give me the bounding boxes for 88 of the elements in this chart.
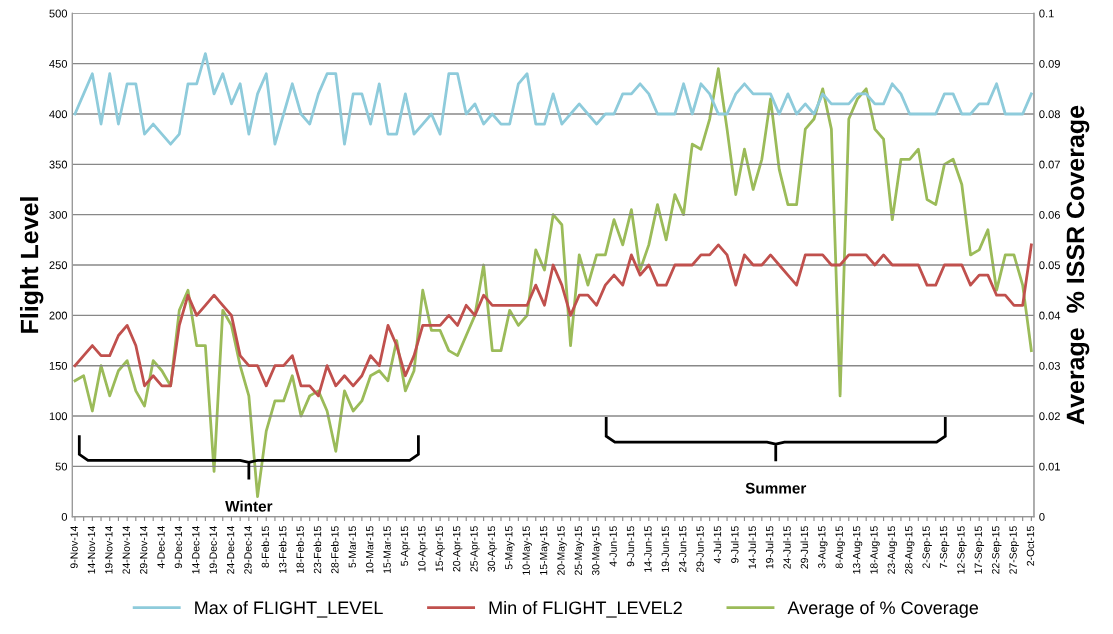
x-tick-label: 10-May-15 — [522, 526, 532, 575]
x-tick-label: 25-May-15 — [574, 526, 585, 575]
y-tick-label: 100 — [49, 412, 68, 421]
y2-tick-label: 0.1 — [1039, 9, 1054, 18]
x-tick-label: 29-Jul-15 — [800, 526, 809, 569]
x-tick-label: 8-Aug-15 — [835, 526, 845, 569]
y-tick-label: 150 — [49, 361, 68, 370]
x-tick-label: 13-Aug-15 — [852, 526, 863, 574]
x-tick-label: 9-Jul-15 — [730, 526, 739, 563]
x-tick-label: 30-May-15 — [592, 526, 602, 576]
x-tick-label: 19-Jul-15 — [765, 526, 774, 569]
x-tick-label: 25-Apr-15 — [470, 526, 480, 572]
x-tick-label: 24-Dec-14 — [226, 526, 235, 574]
y2-tick-label: 0.03 — [1039, 361, 1060, 370]
x-tick-label: 30-Apr-15 — [487, 526, 498, 572]
x-tick-label: 3-Aug-15 — [818, 526, 828, 569]
legend-label: Max of FLIGHT_LEVEL — [195, 600, 383, 618]
y-tick-label: 300 — [49, 210, 68, 219]
y-tick-label: 250 — [49, 261, 68, 270]
y2-tick-label: 0.08 — [1039, 110, 1060, 119]
x-tick-label: 18-Aug-15 — [870, 526, 880, 574]
x-tick-label: 22-Sep-15 — [992, 526, 1002, 574]
x-tick-label: 19-Jun-15 — [661, 526, 669, 572]
annotation: Summer — [745, 482, 807, 494]
y-axis-title: Flight Level — [19, 197, 44, 333]
y-tick-label: 50 — [55, 462, 68, 471]
x-tick-label: 19-Dec-14 — [209, 526, 217, 574]
y2-tick-label: 0.02 — [1039, 412, 1060, 421]
x-tick-label: 9-Dec-14 — [174, 526, 183, 569]
x-tick-label: 14-Jun-15 — [644, 526, 652, 572]
x-tick-label: 24-Jun-15 — [679, 526, 687, 573]
y-tick-label: 0 — [61, 512, 68, 521]
y2-tick-label: 0.05 — [1039, 261, 1060, 270]
x-tick-label: 18-Feb-15 — [296, 526, 304, 573]
y-tick-label: 500 — [49, 9, 68, 18]
x-tick-label: 9-Jun-15 — [626, 526, 635, 567]
line-series — [73, 52, 1033, 146]
y2-tick-label: 0.07 — [1039, 160, 1060, 169]
x-tick-label: 5-May-15 — [505, 526, 515, 570]
x-tick-label: 4-Dec-14 — [157, 526, 165, 569]
x-tick-label: 5-Mar-15 — [348, 526, 356, 568]
x-tick-label: 4-Jun-15 — [609, 526, 617, 567]
x-tick-label: 23-Aug-15 — [887, 526, 898, 574]
x-tick-label: 17-Sep-15 — [974, 526, 985, 574]
x-tick-label: 5-Apr-15 — [400, 526, 411, 566]
x-tick-label: 24-Jul-15 — [783, 526, 791, 569]
x-tick-label: 10-Apr-15 — [418, 526, 428, 572]
x-tick-label: 19-Nov-14 — [105, 526, 113, 574]
x-tick-label: 29-Nov-14 — [139, 526, 148, 574]
y-tick-label: 400 — [49, 110, 68, 119]
legend-label: Min of FLIGHT_LEVEL2 — [489, 600, 682, 618]
x-tick-label: 13-Feb-15 — [278, 526, 287, 573]
x-tick-label: 12-Sep-15 — [957, 526, 967, 574]
x-tick-label: 7-Sep-15 — [939, 526, 950, 569]
x-tick-label: 15-Mar-15 — [383, 526, 391, 573]
x-tick-label: 29-Jun-15 — [696, 526, 704, 573]
annotation: Winter — [225, 500, 273, 512]
y-tick-label: 200 — [49, 311, 68, 320]
x-tick-label: 23-Feb-15 — [313, 526, 322, 574]
y2-tick-label: 0.01 — [1039, 462, 1060, 471]
y2-tick-label: 0.06 — [1039, 210, 1060, 219]
y2-axis-title: Average % ISSR Coverage — [1066, 105, 1090, 425]
x-tick-label: 28-Feb-15 — [330, 526, 339, 574]
legend-label: Average of % Coverage — [787, 600, 979, 618]
x-tick-label: 8-Feb-15 — [261, 526, 270, 568]
x-tick-label: 29-Dec-14 — [244, 526, 252, 574]
x-tick-label: 24-Nov-14 — [122, 526, 130, 574]
y-tick-label: 450 — [49, 59, 68, 68]
x-tick-label: 4-Jul-15 — [713, 526, 722, 564]
x-tick-label: 20-Apr-15 — [452, 526, 463, 572]
y2-tick-label: 0.04 — [1039, 311, 1061, 320]
x-tick-label: 2-Sep-15 — [922, 526, 932, 569]
x-tick-label: 15-May-15 — [539, 526, 550, 575]
x-tick-label: 27-Sep-15 — [1009, 526, 1019, 574]
x-tick-label: 20-May-15 — [557, 526, 567, 575]
x-tick-label: 28-Aug-15 — [905, 526, 915, 574]
x-tick-label: 9-Nov-14 — [70, 526, 78, 569]
y2-tick-label: 0.09 — [1039, 59, 1060, 68]
x-tick-label: 2-Oct-15 — [1026, 526, 1035, 566]
x-tick-label: 15-Apr-15 — [435, 526, 445, 572]
y-tick-label: 350 — [49, 160, 68, 169]
y2-tick-label: 0 — [1039, 512, 1045, 521]
line-series — [73, 243, 1033, 398]
x-tick-label: 14-Nov-14 — [87, 526, 96, 574]
x-tick-label: 14-Jul-15 — [748, 526, 756, 569]
x-tick-label: 14-Dec-14 — [192, 526, 200, 574]
line-series — [73, 67, 1033, 498]
x-tick-label: 10-Mar-15 — [365, 526, 374, 573]
